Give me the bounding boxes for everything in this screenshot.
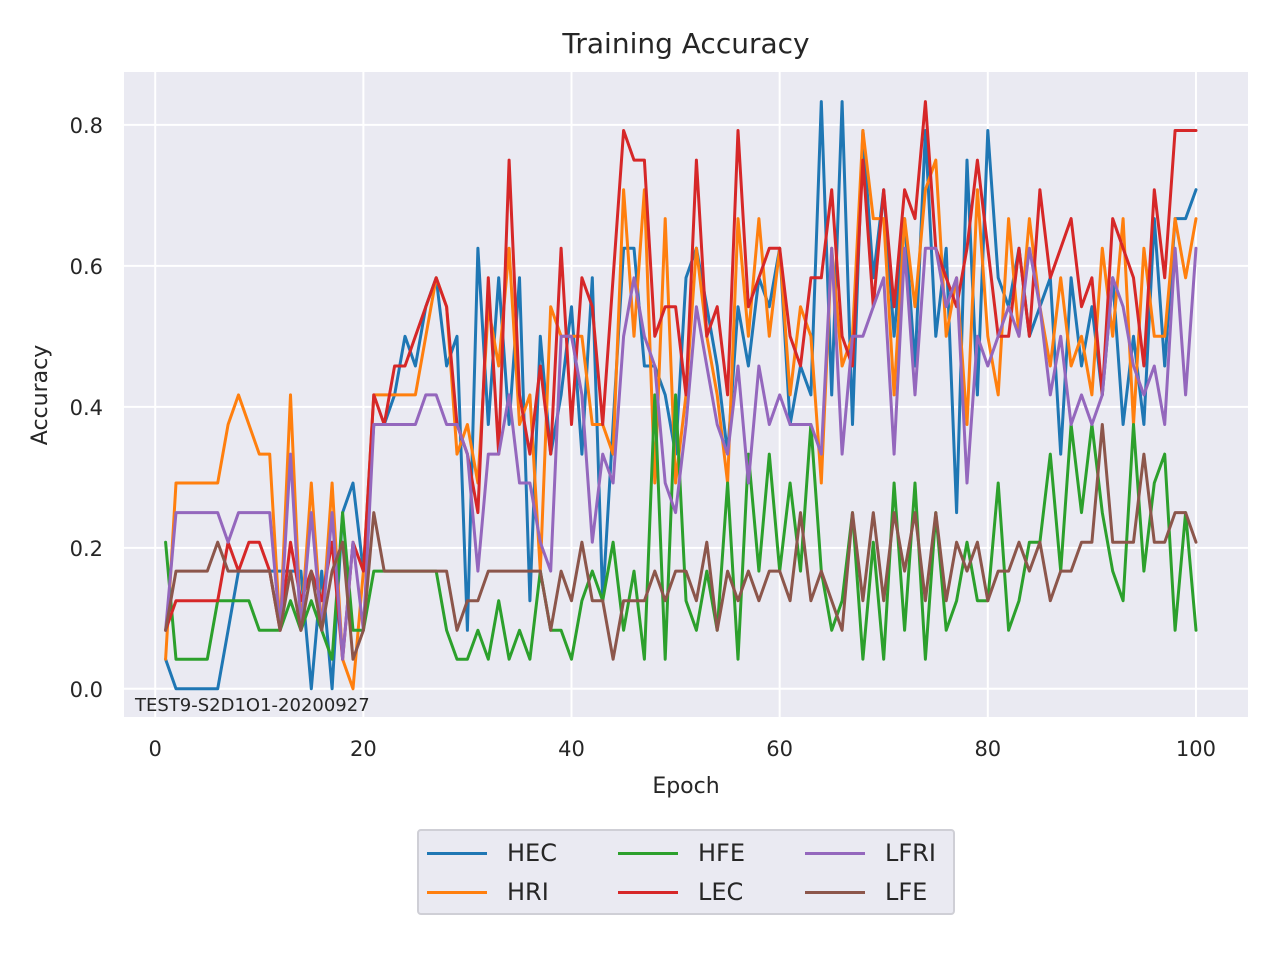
- y-tick-label: 0.0: [70, 678, 103, 702]
- legend-swatch-lec: [618, 890, 678, 894]
- legend-item-lfri: LFRI: [805, 838, 936, 868]
- legend-item-hri: HRI: [427, 877, 549, 907]
- legend-label-hri: HRI: [507, 878, 549, 906]
- series-lines: [164, 100, 1198, 691]
- run-id-annotation: TEST9-S2D1O1-20200927: [134, 695, 370, 716]
- x-tick-labels: 0 20 40 60 80 100: [149, 737, 1216, 761]
- legend-swatch-hfe: [618, 851, 678, 855]
- legend: HEC HRI HFE LEC LFRI LFE: [417, 829, 955, 915]
- legend-item-lfe: LFE: [805, 877, 927, 907]
- legend-label-hec: HEC: [507, 839, 557, 867]
- series-line-lfri: [164, 246, 1198, 661]
- x-axis-label: Epoch: [652, 774, 719, 799]
- legend-item-lec: LEC: [618, 877, 743, 907]
- legend-label-lfe: LFE: [885, 878, 928, 906]
- y-tick-label: 0.8: [70, 114, 103, 138]
- legend-swatch-hri: [427, 890, 487, 894]
- legend-swatch-hec: [427, 851, 487, 855]
- legend-swatch-lfe: [805, 890, 865, 894]
- y-tick-label: 0.4: [70, 396, 103, 420]
- y-axis-label: Accuracy: [28, 345, 53, 445]
- y-tick-labels: 0.0 0.2 0.4 0.6 0.8: [70, 114, 103, 702]
- y-tick-label: 0.6: [70, 255, 103, 279]
- x-tick-label: 0: [149, 737, 162, 761]
- legend-item-hec: HEC: [427, 838, 557, 868]
- grid-lines: [124, 72, 1248, 717]
- x-tick-label: 100: [1176, 737, 1216, 761]
- legend-swatch-lfri: [805, 851, 865, 855]
- x-tick-label: 40: [558, 737, 585, 761]
- x-tick-label: 60: [766, 737, 793, 761]
- y-tick-label: 0.2: [70, 537, 103, 561]
- legend-item-hfe: HFE: [618, 838, 745, 868]
- legend-label-lec: LEC: [698, 878, 744, 906]
- series-line-lfe: [164, 423, 1198, 661]
- legend-label-hfe: HFE: [698, 839, 746, 867]
- x-tick-label: 80: [974, 737, 1001, 761]
- x-tick-label: 20: [350, 737, 377, 761]
- chart-title: Training Accuracy: [561, 27, 809, 60]
- legend-label-lfri: LFRI: [885, 839, 936, 867]
